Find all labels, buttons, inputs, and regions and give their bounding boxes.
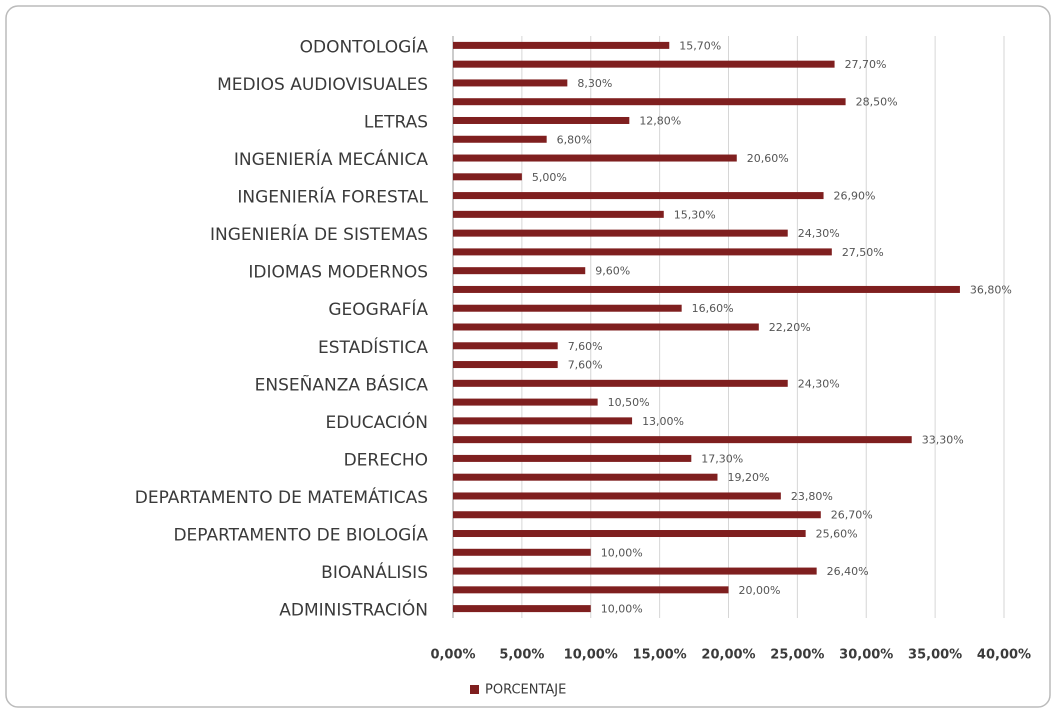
bar bbox=[453, 229, 788, 237]
value-label: 16,60% bbox=[692, 302, 734, 315]
value-label: 15,70% bbox=[679, 39, 721, 52]
bar bbox=[453, 173, 522, 181]
bar bbox=[453, 492, 781, 500]
value-label: 26,90% bbox=[834, 190, 876, 203]
y-tick-label: LETRAS bbox=[364, 112, 428, 132]
value-label: 23,80% bbox=[791, 490, 833, 503]
bar bbox=[453, 511, 821, 519]
bar bbox=[453, 342, 558, 350]
value-label: 27,50% bbox=[842, 246, 884, 259]
y-tick-label: IDIOMAS MODERNOS bbox=[248, 263, 428, 283]
value-label: 26,40% bbox=[827, 565, 869, 578]
value-label: 24,30% bbox=[798, 377, 840, 390]
value-label: 20,60% bbox=[747, 152, 789, 165]
bar bbox=[453, 79, 568, 87]
legend-label: PORCENTAJE bbox=[485, 683, 566, 698]
y-tick-label: ESTADÍSTICA bbox=[318, 336, 428, 358]
value-label: 22,20% bbox=[769, 321, 811, 334]
y-tick-label: MEDIOS AUDIOVISUALES bbox=[217, 75, 428, 95]
bar bbox=[453, 379, 788, 387]
bar bbox=[453, 323, 759, 331]
y-tick-label: ENSEÑANZA BÁSICA bbox=[255, 373, 429, 395]
bar bbox=[453, 567, 817, 575]
bar bbox=[453, 530, 806, 538]
x-tick-label: 5,00% bbox=[499, 648, 544, 663]
x-tick-label: 30,00% bbox=[839, 648, 893, 663]
y-tick-label: ADMINISTRACIÓN bbox=[279, 599, 428, 621]
bar bbox=[453, 473, 718, 481]
y-tick-label: EDUCACIÓN bbox=[326, 411, 428, 433]
bar bbox=[453, 192, 824, 200]
y-tick-label: DERECHO bbox=[344, 450, 428, 470]
bar bbox=[453, 586, 729, 594]
x-tick-label: 10,00% bbox=[564, 648, 618, 663]
x-tick-label: 20,00% bbox=[701, 648, 755, 663]
value-label: 19,20% bbox=[727, 471, 769, 484]
y-tick-label: INGENIERÍA FORESTAL bbox=[237, 186, 428, 208]
y-tick-label: INGENIERÍA MECÁNICA bbox=[234, 148, 428, 170]
value-label: 25,60% bbox=[816, 528, 858, 541]
value-label: 13,00% bbox=[642, 415, 684, 428]
value-label: 15,30% bbox=[674, 208, 716, 221]
chart-border bbox=[5, 5, 1051, 708]
value-label: 12,80% bbox=[639, 114, 681, 127]
bar bbox=[453, 41, 670, 49]
value-label: 20,00% bbox=[739, 584, 781, 597]
bar bbox=[453, 135, 547, 143]
value-label: 6,80% bbox=[557, 133, 592, 146]
value-label: 10,50% bbox=[608, 396, 650, 409]
bar bbox=[453, 267, 586, 275]
bar bbox=[453, 98, 846, 106]
value-label: 27,70% bbox=[845, 58, 887, 71]
value-label: 17,30% bbox=[701, 452, 743, 465]
legend-marker bbox=[470, 685, 479, 694]
value-label: 9,60% bbox=[595, 265, 630, 278]
x-tick-label: 25,00% bbox=[770, 648, 824, 663]
value-label: 24,30% bbox=[798, 227, 840, 240]
value-label: 33,30% bbox=[922, 434, 964, 447]
x-tick-label: 35,00% bbox=[908, 648, 962, 663]
bar bbox=[453, 361, 558, 369]
value-label: 28,50% bbox=[856, 96, 898, 109]
value-label: 36,80% bbox=[970, 283, 1012, 296]
x-tick-label: 15,00% bbox=[633, 648, 687, 663]
bar bbox=[453, 454, 692, 462]
y-tick-label: DEPARTAMENTO DE BIOLOGÍA bbox=[173, 524, 428, 546]
y-tick-label: BIOANÁLISIS bbox=[321, 561, 428, 583]
bar bbox=[453, 605, 591, 613]
x-tick-label: 0,00% bbox=[430, 648, 475, 663]
y-tick-label: INGENIERÍA DE SISTEMAS bbox=[210, 223, 428, 245]
y-tick-label: GEOGRAFÍA bbox=[328, 298, 428, 320]
bar bbox=[453, 436, 912, 444]
value-label: 10,00% bbox=[601, 546, 643, 559]
bar bbox=[453, 116, 630, 124]
bar bbox=[453, 285, 960, 293]
bar bbox=[453, 210, 664, 218]
value-label: 8,30% bbox=[577, 77, 612, 90]
bar bbox=[453, 417, 633, 425]
bar bbox=[453, 398, 598, 406]
value-label: 26,70% bbox=[831, 509, 873, 522]
bar bbox=[453, 248, 832, 256]
bar bbox=[453, 548, 591, 556]
bar bbox=[453, 60, 835, 68]
y-tick-label: DEPARTAMENTO DE MATEMÁTICAS bbox=[135, 486, 428, 508]
x-tick-label: 40,00% bbox=[977, 648, 1031, 663]
value-label: 10,00% bbox=[601, 603, 643, 616]
value-label: 5,00% bbox=[532, 171, 567, 184]
value-label: 7,60% bbox=[568, 359, 603, 372]
value-label: 7,60% bbox=[568, 340, 603, 353]
bar bbox=[453, 154, 737, 162]
bar bbox=[453, 304, 682, 312]
y-tick-label: ODONTOLOGÍA bbox=[300, 35, 429, 57]
